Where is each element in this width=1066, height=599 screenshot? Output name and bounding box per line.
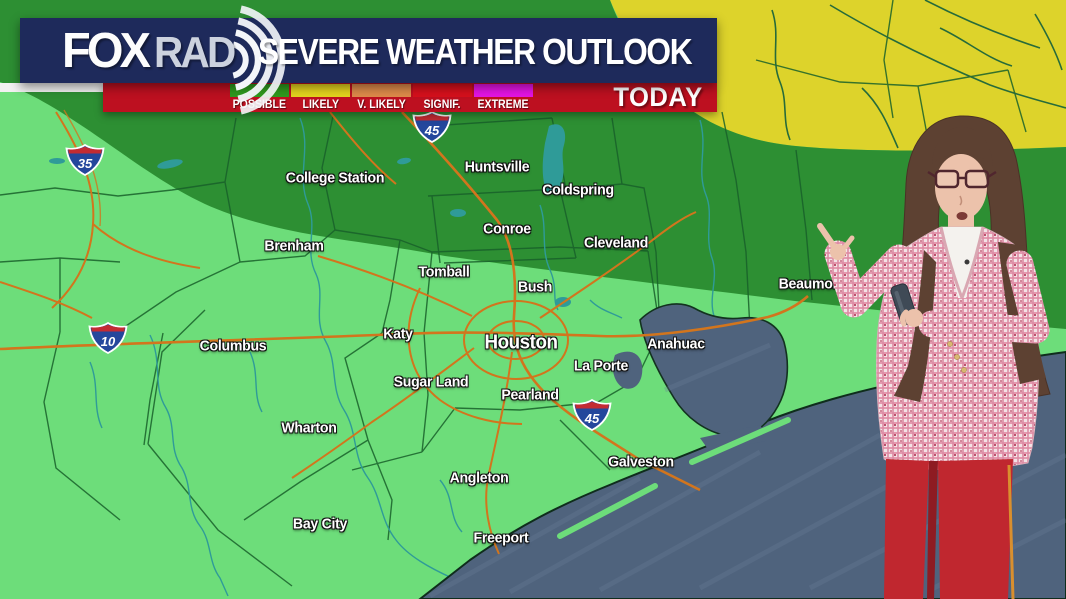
presenter-shirt [941,227,983,298]
logo-underline [0,83,106,92]
presenter-nose [959,195,963,206]
banner-title: SEVERE WEATHER OUTLOOK [258,31,693,72]
legend-swatch-significant [413,84,472,97]
jacket-buttons [947,341,967,373]
svg-text:45: 45 [424,123,440,138]
jacket-lapels [939,226,985,299]
highways [0,109,809,555]
legend-item-significant: SIGNIF. [413,84,472,111]
pointing-arm [817,223,913,318]
creeks [771,0,1066,149]
water-texture [428,342,1066,599]
risk-legend: POSSIBLE LIKELY V. LIKELY SIGNIF. EXTREM… [230,84,533,111]
title-banner: FOX RAD SEVERE WEATHER OUTLOOK [20,5,717,115]
legend-swatch-very-likely [352,84,411,97]
legend-item-extreme: EXTREME [474,84,533,111]
legend-swatch-likely [291,84,350,97]
svg-text:45: 45 [584,411,600,426]
presenter-pants [884,459,1015,599]
interstate-shield-45-north: 45 [412,110,452,144]
legend-bar: POSSIBLE LIKELY V. LIKELY SIGNIF. EXTREM… [103,83,717,112]
interstate-shield-35: 35 [65,143,105,177]
presenter-fringe [932,127,993,166]
glasses-icon [927,169,997,189]
rivers [89,117,716,597]
radar-waves-icon [232,5,286,115]
microphone-icon [964,259,970,265]
legend-item-very-likely: V. LIKELY [352,84,411,111]
rad-logo: RAD [154,28,236,77]
svg-text:10: 10 [101,334,116,349]
galveston-bay [639,303,789,438]
interstate-shield-45-south: 45 [572,398,612,432]
remote-arm [890,250,1050,344]
fox-logo: FOX [62,24,151,78]
barrier-islands [557,417,791,539]
legend-item-likely: LIKELY [291,84,350,111]
hair-strand-left [894,250,936,402]
presenter-jacket [875,226,1040,471]
county-borders [0,0,1027,587]
pants-side-stripe [1007,464,1015,599]
interstate-shield-10: 10 [88,321,128,355]
presenter-mouth [956,212,968,220]
timeframe-label: TODAY [613,82,703,112]
svg-text:35: 35 [78,156,93,171]
risk-zone-likely [610,0,1066,151]
legend-swatch-extreme [474,84,533,97]
